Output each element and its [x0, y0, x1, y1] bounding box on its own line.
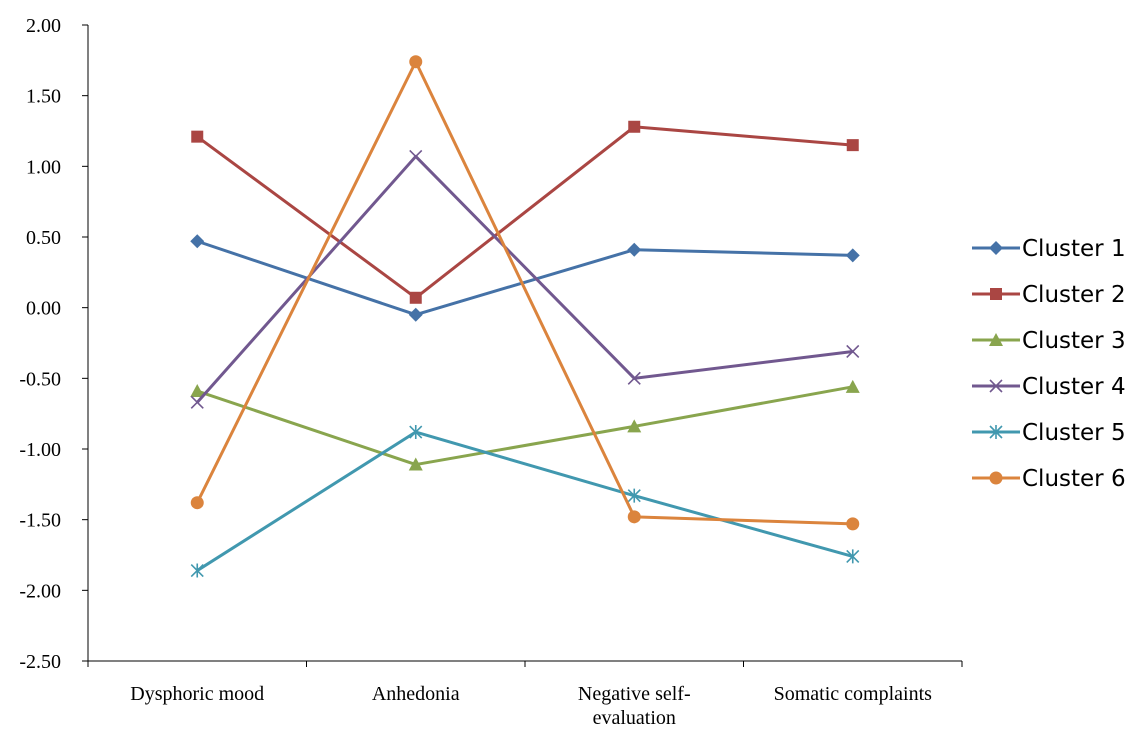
y-tick-label: 1.50 — [26, 86, 61, 108]
data-point — [845, 248, 860, 263]
legend-label: Cluster 3 — [1022, 328, 1126, 354]
data-point — [845, 379, 860, 393]
data-point — [627, 488, 641, 503]
series-2 — [191, 120, 859, 304]
x-category-label: Anhedonia — [372, 683, 460, 705]
y-tick-label: -1.50 — [19, 510, 61, 532]
legend-item: Cluster 2 — [972, 282, 1126, 308]
data-point — [190, 395, 204, 409]
x-category-label-line: evaluation — [593, 707, 676, 729]
legend-label: Cluster 4 — [1022, 374, 1126, 400]
data-point — [409, 291, 422, 304]
series-line — [195, 60, 853, 526]
legend-label: Cluster 5 — [1022, 420, 1126, 446]
y-tick-label: -0.50 — [19, 368, 61, 390]
data-point — [408, 457, 423, 471]
legend-label: Cluster 2 — [1022, 282, 1126, 308]
data-point — [846, 139, 859, 152]
data-point — [191, 130, 204, 143]
data-point — [409, 425, 423, 440]
series-6 — [190, 55, 860, 531]
legend-item: Cluster 4 — [972, 374, 1126, 400]
data-point — [190, 496, 204, 510]
data-point — [627, 242, 642, 257]
series-line — [196, 125, 853, 300]
data-point — [409, 149, 423, 164]
x-category-label-line: Somatic complaints — [774, 683, 933, 705]
axes: 2.00 1.50 1.00 0.50 0.00 -0.50 -1.00 -1.50 -2.00… — [19, 15, 963, 729]
y-tick-label: -2.50 — [19, 651, 61, 673]
x-category-label-line: Anhedonia — [372, 683, 460, 705]
data-point — [846, 549, 860, 564]
data-point — [846, 344, 860, 359]
data-point — [846, 517, 860, 531]
series-3 — [190, 379, 860, 471]
data-point — [409, 55, 423, 69]
legend-label: Cluster 1 — [1022, 236, 1126, 262]
legend-marker — [990, 288, 1002, 300]
legend-label: Cluster 6 — [1022, 466, 1126, 492]
data-point — [628, 120, 641, 133]
y-tick-label: 0.00 — [26, 298, 61, 320]
x-category-label: Negative self-evaluation — [578, 683, 691, 729]
data-point — [190, 384, 205, 398]
series-4 — [190, 149, 860, 409]
data-point — [408, 307, 423, 322]
x-category-label-line: Dysphoric mood — [130, 683, 264, 705]
series-line — [196, 430, 854, 572]
legend-marker — [989, 333, 1003, 346]
data-point — [627, 510, 641, 524]
y-tick-label: 2.00 — [26, 15, 61, 37]
legend-item: Cluster 1 — [972, 236, 1126, 262]
y-tick-label: 1.00 — [26, 156, 61, 178]
legend-item: Cluster 3 — [972, 328, 1126, 354]
data-point — [627, 419, 642, 433]
legend-item: Cluster 5 — [972, 420, 1126, 446]
y-tick-label: -2.00 — [19, 580, 61, 602]
legend: Cluster 1 Cluster 2 Cluster 3 Cluster 4 Clus… — [972, 236, 1126, 492]
data-point — [627, 371, 641, 385]
y-tick-label: 0.50 — [26, 227, 61, 249]
legend-marker — [989, 379, 1003, 393]
legend-marker — [989, 241, 1003, 255]
series-1 — [190, 234, 860, 322]
legend-marker — [989, 425, 1003, 439]
series-line — [196, 154, 853, 404]
y-tick-label: -1.00 — [19, 439, 61, 461]
legend-item: Cluster 6 — [972, 466, 1126, 492]
legend-marker — [989, 471, 1003, 485]
x-category-label-line: Negative self- — [578, 683, 691, 705]
x-category-label: Dysphoric mood — [130, 683, 264, 705]
series-5 — [190, 425, 860, 578]
x-category-label: Somatic complaints — [774, 683, 933, 705]
series-line — [196, 385, 854, 467]
data-point — [190, 563, 204, 578]
data-point — [190, 234, 205, 249]
